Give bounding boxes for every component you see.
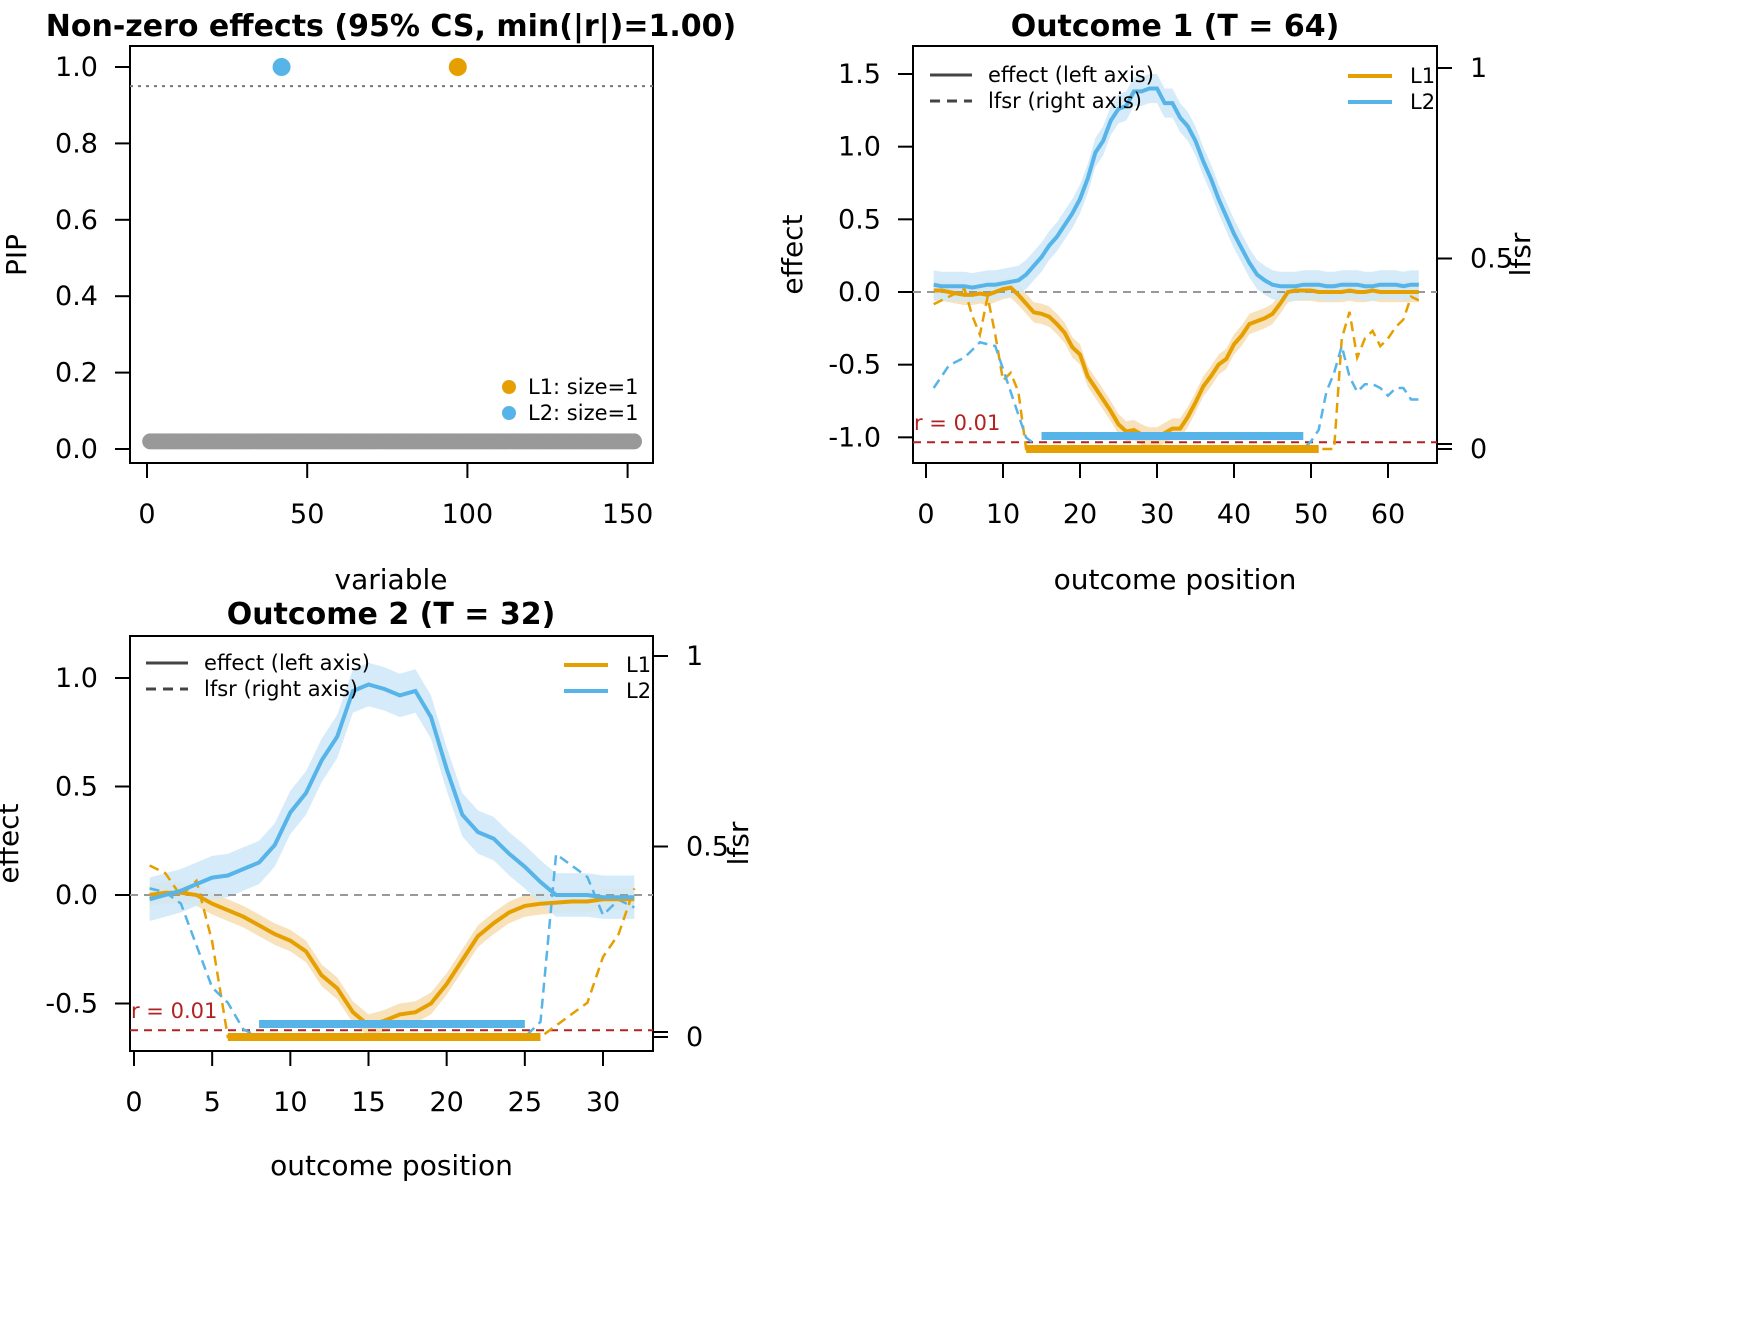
- x-tick-label: 100: [442, 499, 494, 530]
- x-tick-label: 0: [138, 499, 155, 530]
- y-tick-label: -0.5: [828, 350, 881, 381]
- legend-label: lfsr (right axis): [988, 89, 1142, 113]
- y-tick-label: 0.0: [838, 277, 881, 308]
- legend-label: L1: [626, 653, 651, 677]
- x-tick-label: 20: [1063, 499, 1097, 530]
- x-axis-label: outcome position: [1054, 563, 1297, 596]
- y-tick-label: 0.2: [55, 358, 98, 389]
- legend-label: effect (left axis): [988, 63, 1154, 87]
- effect-line-L2: [149, 682, 635, 902]
- legend-label: lfsr (right axis): [204, 677, 358, 701]
- x-tick-label: 20: [429, 1087, 463, 1118]
- y-tick-label: -1.0: [828, 422, 881, 453]
- x-tick-label: 30: [586, 1087, 620, 1118]
- chart-title: Non-zero effects (95% CS, min(|r|)=1.00): [46, 9, 736, 44]
- y-right-tick-label: 1: [686, 641, 703, 672]
- x-axis-label: variable: [335, 563, 448, 596]
- y-tick-label: 0.5: [838, 204, 881, 235]
- y-axis-label: effect: [776, 214, 809, 294]
- ci-band-L2: [149, 662, 635, 921]
- y-axis-label: PIP: [0, 234, 33, 276]
- x-axis-label: outcome position: [270, 1149, 513, 1182]
- y-right-tick-label: 0.5: [686, 832, 729, 863]
- ci-band-L1: [149, 882, 635, 1036]
- plot-frame: [129, 635, 654, 1052]
- x-tick-label: 0: [917, 499, 934, 530]
- legend-label: L2: size=1: [528, 401, 639, 425]
- x-tick-label: 60: [1371, 499, 1405, 530]
- legend-marker: [502, 406, 516, 420]
- x-tick-label: 5: [204, 1087, 221, 1118]
- y-tick-label: 0.5: [55, 772, 98, 803]
- chart-title: Outcome 2 (T = 32): [227, 597, 556, 632]
- x-tick-label: 150: [602, 499, 654, 530]
- y-tick-label: 0.6: [55, 205, 98, 236]
- y-tick-label: 0.0: [55, 880, 98, 911]
- legend-label: L1: [1410, 64, 1435, 88]
- y-right-tick-label: 0.5: [1470, 244, 1513, 275]
- legend-label: L2: [626, 679, 651, 703]
- y-tick-label: 1.5: [838, 59, 881, 90]
- y-right-tick-label: 1: [1470, 53, 1487, 84]
- x-tick-label: 10: [986, 499, 1020, 530]
- x-tick-label: 25: [508, 1087, 542, 1118]
- y-right-axis-label: lfsr: [1504, 232, 1537, 276]
- x-tick-label: 10: [273, 1087, 307, 1118]
- y-tick-label: 0.4: [55, 281, 98, 312]
- effect-line-L1: [933, 285, 1419, 440]
- x-tick-label: 50: [290, 499, 324, 530]
- y-tick-label: -0.5: [45, 989, 98, 1020]
- y-right-axis-label: lfsr: [722, 821, 755, 865]
- threshold-label: r = 0.01: [914, 411, 1000, 435]
- x-tick-label: 15: [351, 1087, 385, 1118]
- legend-marker: [502, 380, 516, 394]
- pip-point-highlight: [448, 58, 467, 76]
- y-right-tick-label: 0: [686, 1022, 703, 1053]
- y-tick-label: 1.0: [55, 663, 98, 694]
- ci-band-L1: [933, 277, 1419, 448]
- legend-label: L2: [1410, 90, 1435, 114]
- effect-line-L1: [149, 890, 635, 1028]
- ci-band-L2: [933, 74, 1419, 303]
- y-axis-label: effect: [0, 803, 25, 883]
- chart-title: Outcome 1 (T = 64): [1011, 9, 1340, 44]
- x-tick-label: 30: [1140, 499, 1174, 530]
- effect-line-L2: [933, 86, 1419, 290]
- x-tick-label: 0: [125, 1087, 142, 1118]
- plot-frame: [129, 45, 654, 464]
- pip-point: [626, 433, 642, 450]
- y-tick-label: 0.0: [55, 434, 98, 465]
- y-tick-label: 0.8: [55, 128, 98, 159]
- legend-label: L1: size=1: [528, 375, 639, 399]
- pip-point-highlight: [272, 58, 291, 76]
- y-tick-label: 1.0: [55, 52, 98, 83]
- y-right-tick-label: 0: [1470, 434, 1487, 465]
- x-tick-label: 40: [1217, 499, 1251, 530]
- legend-label: effect (left axis): [204, 651, 370, 675]
- y-tick-label: 1.0: [838, 132, 881, 163]
- threshold-label: r = 0.01: [131, 999, 217, 1023]
- x-tick-label: 50: [1294, 499, 1328, 530]
- plot-frame: [912, 45, 1438, 464]
